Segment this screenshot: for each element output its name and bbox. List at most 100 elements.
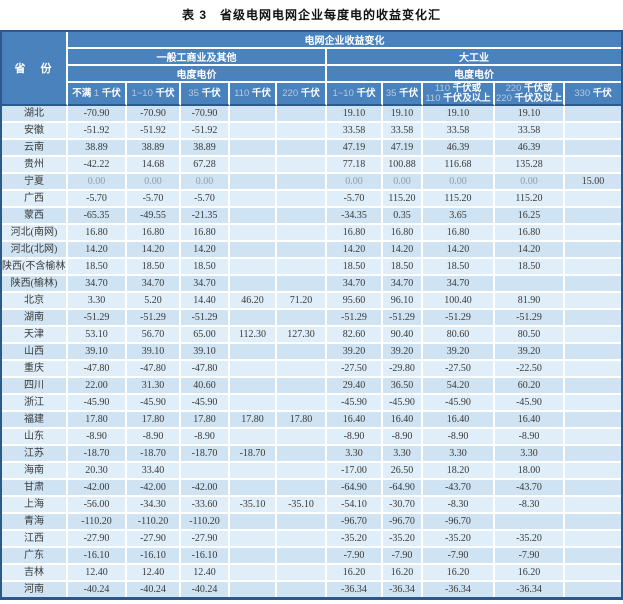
value-cell — [277, 582, 327, 597]
value-cell — [230, 242, 277, 259]
value-cell — [565, 378, 621, 395]
value-cell: -51.29 — [127, 310, 181, 327]
value-cell: 16.20 — [495, 565, 565, 582]
value-cell: 46.39 — [423, 140, 495, 157]
col-header-220kv-general: 220 千伏 — [277, 83, 327, 106]
value-cell: -18.70 — [230, 446, 277, 463]
value-cell: 14.20 — [68, 242, 127, 259]
value-cell: -7.90 — [495, 548, 565, 565]
value-cell: 18.50 — [127, 259, 181, 276]
value-cell — [565, 191, 621, 208]
value-cell: 3.30 — [68, 293, 127, 310]
value-cell — [565, 276, 621, 293]
table-row: 湖南 -51.29 -51.29 -51.29 -51.29 -51.29 -51.29 -5… — [2, 310, 621, 327]
value-cell — [181, 463, 230, 480]
page-title: 表 3 省级电网电网企业每度电的收益变化汇 — [181, 8, 441, 22]
value-cell: 33.58 — [423, 123, 495, 140]
value-cell — [230, 157, 277, 174]
value-cell: -70.90 — [181, 106, 230, 123]
value-cell: 17.80 — [181, 412, 230, 429]
value-cell: 3.30 — [495, 446, 565, 463]
value-cell: 34.70 — [423, 276, 495, 293]
table-row: 上海 -56.00 -34.30 -33.60 -35.10 -35.10 -54.10 -3… — [2, 497, 621, 514]
value-cell: -43.70 — [423, 480, 495, 497]
value-cell: 20.30 — [68, 463, 127, 480]
value-cell: -34.30 — [127, 497, 181, 514]
value-cell: 16.40 — [327, 412, 383, 429]
value-cell — [277, 395, 327, 412]
table-row: 江西 -27.90 -27.90 -27.90 -35.20 -35.20 -35.20 -3… — [2, 531, 621, 548]
value-cell: -45.90 — [383, 395, 423, 412]
value-cell: -34.35 — [327, 208, 383, 225]
value-cell: 19.10 — [495, 106, 565, 123]
value-cell — [230, 582, 277, 597]
value-cell — [277, 140, 327, 157]
value-cell — [277, 463, 327, 480]
value-cell: 39.20 — [327, 344, 383, 361]
value-cell: 16.80 — [181, 225, 230, 242]
value-cell: 16.40 — [383, 412, 423, 429]
table-row: 四川 22.00 31.30 40.60 29.40 36.50 54.20 60.20 — [2, 378, 621, 395]
value-cell: -42.22 — [68, 157, 127, 174]
value-cell: 16.20 — [423, 565, 495, 582]
value-cell: 47.19 — [327, 140, 383, 157]
value-cell: -42.00 — [127, 480, 181, 497]
value-cell: 115.20 — [423, 191, 495, 208]
province-cell: 安徽 — [2, 123, 68, 140]
value-cell: 39.10 — [127, 344, 181, 361]
value-cell — [565, 531, 621, 548]
value-cell: 18.50 — [423, 259, 495, 276]
value-cell — [277, 174, 327, 191]
value-cell: 3.30 — [383, 446, 423, 463]
subheader-energy-price-industry: 电度电价 — [327, 66, 621, 83]
value-cell: 29.40 — [327, 378, 383, 395]
value-cell: 34.70 — [127, 276, 181, 293]
province-cell: 河北(北网) — [2, 242, 68, 259]
value-cell: -110.20 — [181, 514, 230, 531]
value-cell — [230, 463, 277, 480]
value-cell: 12.40 — [127, 565, 181, 582]
value-cell: -70.90 — [127, 106, 181, 123]
value-cell: 90.40 — [383, 327, 423, 344]
value-cell — [277, 429, 327, 446]
revenue-change-table: 省 份 电网企业收益变化 一般工商业及其他 大工业 电度电价 电度电价 不满 1… — [2, 32, 621, 597]
value-cell: 19.10 — [327, 106, 383, 123]
value-cell: 46.20 — [230, 293, 277, 310]
value-cell: 127.30 — [277, 327, 327, 344]
value-cell: -51.92 — [127, 123, 181, 140]
value-cell: -110.20 — [68, 514, 127, 531]
value-cell: 39.10 — [68, 344, 127, 361]
province-cell: 江西 — [2, 531, 68, 548]
value-cell: 39.20 — [495, 344, 565, 361]
value-cell: -40.24 — [181, 582, 230, 597]
value-cell: 116.68 — [423, 157, 495, 174]
value-cell: -5.70 — [181, 191, 230, 208]
value-cell: 115.20 — [495, 191, 565, 208]
value-cell: 16.80 — [423, 225, 495, 242]
value-cell — [230, 174, 277, 191]
value-cell: -49.55 — [127, 208, 181, 225]
table-row: 天津 53.10 56.70 65.00 112.30 127.30 82.60 90.40 8… — [2, 327, 621, 344]
col-header-110kv-general: 110 千伏 — [230, 83, 277, 106]
value-cell: -96.70 — [327, 514, 383, 531]
value-cell: 33.40 — [127, 463, 181, 480]
value-cell: -47.80 — [127, 361, 181, 378]
value-cell — [230, 361, 277, 378]
value-cell: 115.20 — [383, 191, 423, 208]
province-cell: 天津 — [2, 327, 68, 344]
value-cell: 46.39 — [495, 140, 565, 157]
value-cell: 54.20 — [423, 378, 495, 395]
province-cell: 湖南 — [2, 310, 68, 327]
value-cell: -18.70 — [181, 446, 230, 463]
value-cell — [277, 310, 327, 327]
value-cell — [230, 565, 277, 582]
value-cell: -56.00 — [68, 497, 127, 514]
value-cell — [277, 514, 327, 531]
value-cell: 19.10 — [423, 106, 495, 123]
value-cell: -7.90 — [327, 548, 383, 565]
value-cell — [565, 106, 621, 123]
value-cell: -17.00 — [327, 463, 383, 480]
value-cell: 17.80 — [68, 412, 127, 429]
value-cell: 14.20 — [181, 242, 230, 259]
